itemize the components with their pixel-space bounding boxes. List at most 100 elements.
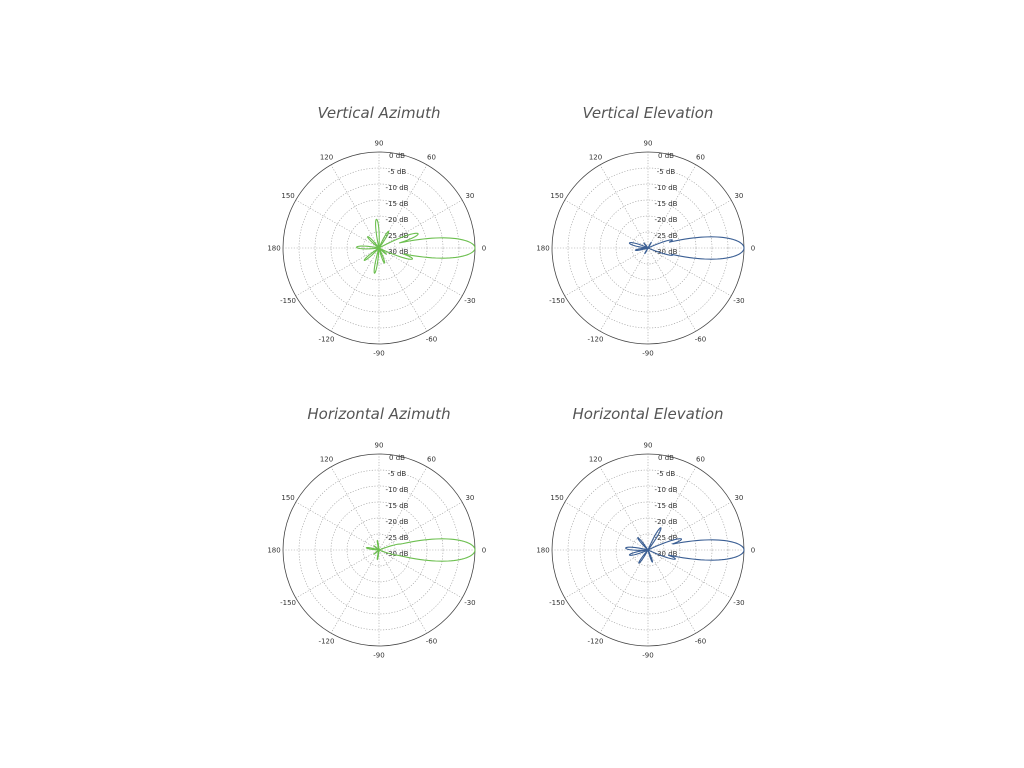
angle-tick-label: -120 [319, 637, 335, 645]
grid-spoke [295, 549, 380, 599]
polar-chart-horizontal-azimuth: 0 30 60 90 120 150 180 -150 -120 -90 -60 -30 0 dB -5 … [267, 442, 486, 660]
grid-spoke [564, 199, 649, 249]
angle-tick-label: -150 [549, 297, 565, 305]
grid-spoke [295, 501, 380, 551]
grid-spoke [330, 164, 380, 249]
angle-tick-label: -30 [733, 599, 744, 607]
radial-tick-label: -30 dB [386, 550, 409, 558]
angle-tick-label: -60 [695, 335, 706, 343]
grid-spoke [647, 501, 732, 551]
grid-ring [583, 485, 713, 615]
radial-tick-label: -10 dB [386, 184, 409, 192]
grid-spoke [599, 247, 649, 332]
grid-spoke [295, 247, 380, 297]
grid-ring [314, 183, 444, 313]
angle-tick-label: -60 [426, 637, 437, 645]
angle-tick-label: 60 [427, 456, 436, 464]
grid-ring [567, 469, 729, 631]
angle-tick-label: -150 [280, 297, 296, 305]
radial-tick-label: -25 dB [655, 534, 678, 542]
angle-tick-label: 90 [375, 140, 384, 148]
radial-tick-label: -20 dB [386, 518, 409, 526]
radial-tick-label: -25 dB [386, 534, 409, 542]
grid-spoke [378, 501, 463, 551]
angle-tick-label: 0 [482, 245, 486, 253]
radial-tick-label: 0 dB [389, 454, 405, 462]
radial-tick-label: -20 dB [655, 518, 678, 526]
grid-spoke [378, 549, 463, 599]
angle-tick-label: 150 [550, 494, 563, 502]
radial-tick-label: -5 dB [388, 470, 407, 478]
angle-tick-label: 30 [734, 192, 743, 200]
radial-tick-label: -10 dB [655, 486, 678, 494]
chart-title: Horizontal Azimuth [307, 405, 451, 423]
angle-tick-label: -30 [464, 297, 475, 305]
angle-tick-label: -30 [733, 297, 744, 305]
grid-spoke [647, 247, 732, 297]
grid-ring [298, 469, 460, 631]
pattern-series-line [628, 236, 745, 260]
angle-tick-label: 90 [644, 140, 653, 148]
grid-spoke [647, 247, 697, 332]
angle-tick-label: 180 [267, 245, 280, 253]
angle-tick-label: 90 [644, 442, 653, 450]
angle-tick-label: -120 [319, 335, 335, 343]
angle-tick-label: 60 [696, 456, 705, 464]
angle-tick-label: 0 [751, 547, 755, 555]
angle-tick-label: 150 [281, 192, 294, 200]
angle-tick-label: 120 [589, 154, 602, 162]
grid-spoke [647, 549, 697, 634]
radial-tick-label: -20 dB [655, 216, 678, 224]
polar-chart-vertical-azimuth: 0 30 60 90 120 150 180 -150 -120 -90 -60 -30 0 dB -5 … [267, 140, 486, 358]
radial-tick-label: -5 dB [657, 470, 676, 478]
angle-tick-label: 0 [751, 245, 755, 253]
grid-spoke [564, 501, 649, 551]
angle-tick-label: 150 [281, 494, 294, 502]
angle-tick-label: 180 [267, 547, 280, 555]
grid-spoke [330, 247, 380, 332]
grid-spoke [647, 164, 697, 249]
grid-spoke [647, 549, 732, 599]
radial-tick-label: -30 dB [655, 248, 678, 256]
angle-tick-label: 30 [734, 494, 743, 502]
grid-ring [631, 231, 665, 265]
radial-tick-label: -30 dB [386, 248, 409, 256]
chart-title: Horizontal Elevation [572, 405, 724, 423]
angle-tick-label: -150 [280, 599, 296, 607]
grid-spoke [564, 247, 649, 297]
radial-tick-label: -25 dB [386, 232, 409, 240]
radial-tick-label: 0 dB [658, 152, 674, 160]
angle-tick-label: 90 [375, 442, 384, 450]
pattern-series-line [625, 527, 745, 564]
grid-spoke [295, 199, 380, 249]
grid-spoke [378, 164, 428, 249]
radial-tick-label: 0 dB [389, 152, 405, 160]
polar-chart-vertical-elevation: 0 30 60 90 120 150 180 -150 -120 -90 -60 -30 0 dB -5 … [536, 140, 755, 358]
grid-ring [314, 485, 444, 615]
angle-tick-label: 60 [427, 154, 436, 162]
grid-spoke [378, 549, 428, 634]
angle-tick-label: -90 [642, 350, 653, 358]
grid-spoke [378, 466, 428, 551]
radial-tick-label: -15 dB [655, 200, 678, 208]
angle-tick-label: 60 [696, 154, 705, 162]
grid-ring [298, 167, 460, 329]
angle-tick-label: -60 [695, 637, 706, 645]
grid-ring [362, 533, 396, 567]
grid-spoke [599, 164, 649, 249]
angle-tick-label: -150 [549, 599, 565, 607]
chart-title: Vertical Azimuth [317, 104, 441, 122]
radial-tick-label: -15 dB [655, 502, 678, 510]
grid-spoke [378, 247, 428, 332]
chart-title: Vertical Elevation [582, 104, 714, 122]
grid-ring [362, 231, 396, 265]
radial-tick-label: -5 dB [657, 168, 676, 176]
angle-tick-label: 120 [320, 456, 333, 464]
angle-tick-label: -90 [373, 652, 384, 660]
grid-ring [567, 167, 729, 329]
grid-spoke [378, 247, 463, 297]
angle-tick-label: 30 [465, 192, 474, 200]
angle-tick-label: -30 [464, 599, 475, 607]
angle-tick-label: 180 [536, 245, 549, 253]
grid-spoke [647, 466, 697, 551]
